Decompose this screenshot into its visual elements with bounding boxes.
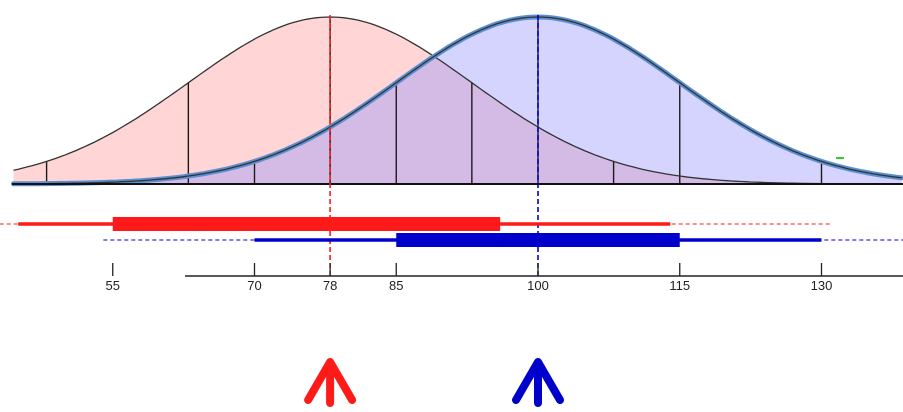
x-tick-label-100: 100 bbox=[527, 278, 549, 293]
x-tick-label-130: 130 bbox=[811, 278, 833, 293]
curve-fill-1 bbox=[13, 17, 902, 184]
x-tick-label-55: 55 bbox=[106, 278, 120, 293]
x-axis: 55707885100115130145 bbox=[106, 263, 903, 293]
boxplots-layer bbox=[0, 217, 903, 247]
green-marker bbox=[836, 157, 844, 159]
x-tick-label-115: 115 bbox=[669, 278, 690, 293]
x-tick-label-70: 70 bbox=[247, 278, 261, 293]
arrows-layer bbox=[304, 358, 564, 407]
curve-outline-1 bbox=[13, 16, 902, 185]
box-iqr-1 bbox=[112, 217, 501, 231]
curve-outlines-layer bbox=[11, 14, 903, 187]
arrow-head-1 bbox=[304, 358, 357, 404]
x-tick-label-78: 78 bbox=[323, 278, 337, 293]
curve-outline-2 bbox=[13, 16, 902, 185]
x-tick-label-85: 85 bbox=[389, 278, 403, 293]
arrow-head-2 bbox=[512, 358, 564, 404]
box-iqr-2 bbox=[396, 233, 680, 247]
deviation-lines-layer bbox=[45, 17, 823, 184]
mean-lines-layer bbox=[329, 15, 539, 276]
